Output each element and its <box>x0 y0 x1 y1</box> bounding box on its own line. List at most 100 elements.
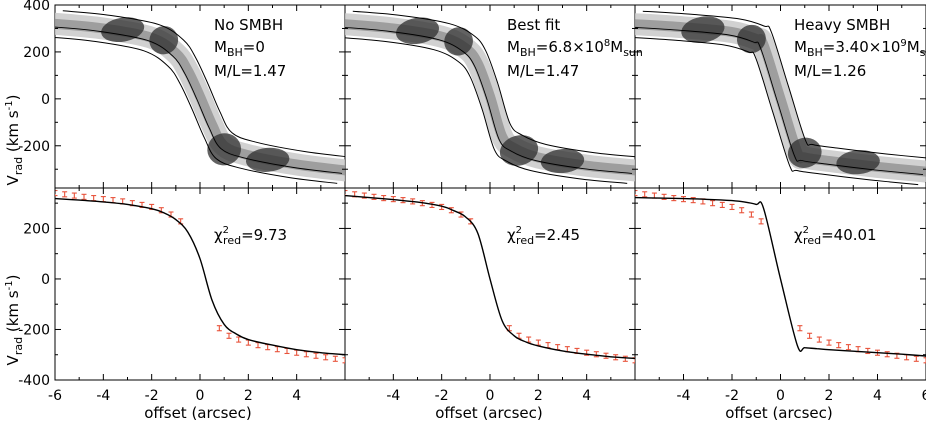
x-tick-label: -4 <box>96 388 110 404</box>
density-peak <box>736 24 766 54</box>
error-bar <box>332 355 338 362</box>
contour-line <box>635 37 919 186</box>
x-tick-label: 0 <box>196 388 205 404</box>
error-bar <box>816 336 822 343</box>
x-tick-label: 4 <box>292 388 301 404</box>
svg-text:Best fit: Best fit <box>507 16 560 34</box>
model-curve <box>55 197 345 356</box>
svg-text:MBH=6.8×108Msun: MBH=6.8×108Msun <box>507 38 643 59</box>
x-tick-label: 0 <box>776 388 785 404</box>
y-tick-label: 200 <box>23 221 50 237</box>
error-bar <box>342 357 345 364</box>
panel-bottom-no-smbh <box>55 189 345 364</box>
error-bar <box>739 207 745 214</box>
density-peak <box>149 26 179 55</box>
x-tick-label: -2 <box>145 388 159 404</box>
x-tick-label: 4 <box>873 388 882 404</box>
svg-text:MBH=3.40×109Msun: MBH=3.40×109Msun <box>794 38 926 59</box>
error-bar <box>303 351 309 358</box>
error-bar <box>100 196 106 203</box>
svg-text:MBH=0: MBH=0 <box>214 38 265 59</box>
error-bar <box>91 195 97 202</box>
x-tick-label: 0 <box>486 388 495 404</box>
error-bar <box>110 197 116 204</box>
contour-line <box>352 10 635 158</box>
density-peak <box>101 17 145 43</box>
svg-text:Heavy SMBH: Heavy SMBH <box>794 16 890 34</box>
error-bar <box>884 351 890 358</box>
error-bar <box>313 352 319 359</box>
error-bar <box>55 189 58 197</box>
error-bar <box>729 203 735 211</box>
error-bar <box>719 201 725 209</box>
x-axis-label-2: offset (arcsec) <box>435 404 542 422</box>
model-curve <box>345 194 635 360</box>
svg-text:M/L=1.26: M/L=1.26 <box>794 62 866 80</box>
x-tick-label: 6 <box>922 388 926 404</box>
y-tick-label: -200 <box>18 322 50 338</box>
x-tick-label: -6 <box>48 388 62 404</box>
error-bar <box>797 325 803 332</box>
error-bar <box>904 354 910 361</box>
error-bar <box>555 344 561 351</box>
panel-top-no-smbh <box>55 10 345 184</box>
panel-frame <box>54 187 346 381</box>
annotation-best-fit: Best fit MBH=6.8×108Msun M/L=1.47 <box>507 16 643 80</box>
error-bar <box>216 325 222 332</box>
x-tick-label: -4 <box>386 388 400 404</box>
error-bar <box>255 342 261 349</box>
annotation-no-smbh: No SMBH MBH=0 M/L=1.47 <box>214 16 286 80</box>
y-tick-label: -200 <box>18 139 50 155</box>
error-bar <box>545 342 551 349</box>
contour-line <box>345 37 628 184</box>
error-bar <box>439 203 445 211</box>
panel-top-best-fit <box>345 10 635 184</box>
error-bar <box>826 339 832 346</box>
x-tick-label: 2 <box>825 388 834 404</box>
error-bar <box>635 189 638 197</box>
error-bar <box>710 200 716 207</box>
error-bar <box>526 336 532 343</box>
density-peak <box>836 150 880 175</box>
density-peak <box>245 147 290 172</box>
error-bar <box>758 218 764 225</box>
error-bar <box>265 344 271 351</box>
y-axis-label-top: Vrad (km s-1) <box>4 95 25 186</box>
error-bar <box>622 355 628 362</box>
x-tick-label: 2 <box>244 388 253 404</box>
velocity-band-core <box>55 18 345 176</box>
error-bar <box>913 355 919 362</box>
density-peak <box>681 16 725 43</box>
error-bar <box>284 347 290 355</box>
x-tick-label: -4 <box>677 388 691 404</box>
x-tick-label: -2 <box>435 388 449 404</box>
error-bar <box>845 344 851 351</box>
annotation-heavy-smbh: Heavy SMBH MBH=3.40×109Msun M/L=1.26 <box>794 16 926 80</box>
chi2-best-fit: χ2 red=2.45 <box>507 225 580 247</box>
contour-line <box>635 26 924 176</box>
error-bar <box>535 339 541 346</box>
error-bar <box>236 336 242 343</box>
contour-line <box>55 36 338 184</box>
y-tick-label: 0 <box>41 92 50 108</box>
y-axis-label-bottom: Vrad (km s-1) <box>4 275 25 366</box>
error-bar <box>81 193 87 200</box>
y-tick-label: 400 <box>23 0 50 14</box>
error-bar <box>807 332 813 339</box>
panel-frame <box>344 187 636 381</box>
error-bar <box>923 357 926 364</box>
error-bar <box>62 191 68 198</box>
svg-text:M/L=1.47: M/L=1.47 <box>507 62 579 80</box>
panel-bottom-best-fit <box>345 189 635 364</box>
error-bar <box>71 192 77 199</box>
x-axis-label-1: offset (arcsec) <box>144 404 251 422</box>
error-bar <box>323 354 329 361</box>
error-bar <box>245 339 251 346</box>
contour-line <box>55 26 343 174</box>
svg-text:No SMBH: No SMBH <box>214 16 283 34</box>
chi2-no-smbh: χ2 red=9.73 <box>214 225 287 247</box>
y-tick-label: 200 <box>23 45 50 61</box>
panel-top-heavy-smbh <box>635 10 926 186</box>
error-bar <box>294 349 300 356</box>
